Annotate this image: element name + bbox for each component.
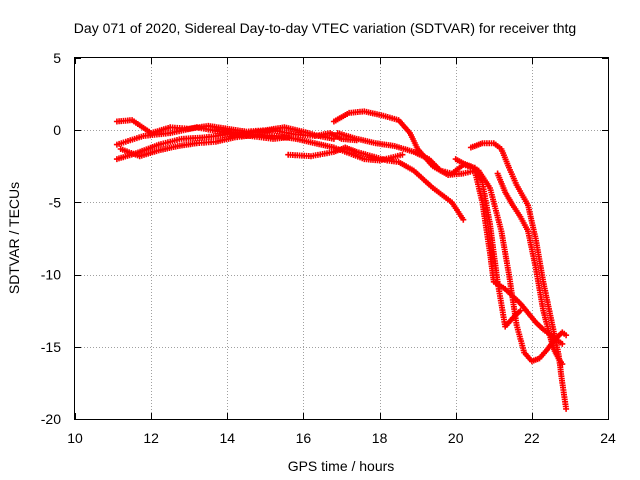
y-tick-label: -20 <box>41 411 61 427</box>
y-tick-label: -15 <box>41 339 61 355</box>
y-tick-label: 5 <box>53 50 61 66</box>
data-series <box>113 108 570 412</box>
y-tick-label: -5 <box>49 194 62 210</box>
series-track-j <box>494 170 566 368</box>
y-tick-label: -10 <box>41 267 61 283</box>
y-tick-label: 0 <box>53 122 61 138</box>
x-tick-label: 16 <box>296 430 312 446</box>
data-point <box>559 361 566 368</box>
data-point <box>559 340 566 347</box>
x-tick-label: 12 <box>143 430 159 446</box>
y-axis-label: SDTVAR / TECUs <box>6 182 22 294</box>
data-point <box>563 405 570 412</box>
chart-title: Day 071 of 2020, Sidereal Day-to-day VTE… <box>74 20 576 36</box>
data-point <box>563 332 570 339</box>
axis-ticks: 10 12 14 16 18 20 22 24 5 0 -5 -10 -15 -20 <box>41 50 616 446</box>
x-tick-label: 18 <box>372 430 388 446</box>
x-tick-label: 14 <box>219 430 235 446</box>
plot-frame <box>74 57 609 420</box>
x-tick-label: 22 <box>524 430 540 446</box>
series-track-h <box>452 156 570 365</box>
data-point <box>517 307 524 314</box>
x-tick-label: 24 <box>600 430 616 446</box>
x-axis-label: GPS time / hours <box>288 458 395 474</box>
data-point <box>399 151 406 158</box>
series-track-e <box>285 144 467 223</box>
series-track-i <box>467 140 570 412</box>
x-tick-label: 10 <box>67 430 83 446</box>
x-tick-label: 20 <box>448 430 464 446</box>
series-track-d <box>113 124 360 148</box>
data-point <box>460 216 467 223</box>
